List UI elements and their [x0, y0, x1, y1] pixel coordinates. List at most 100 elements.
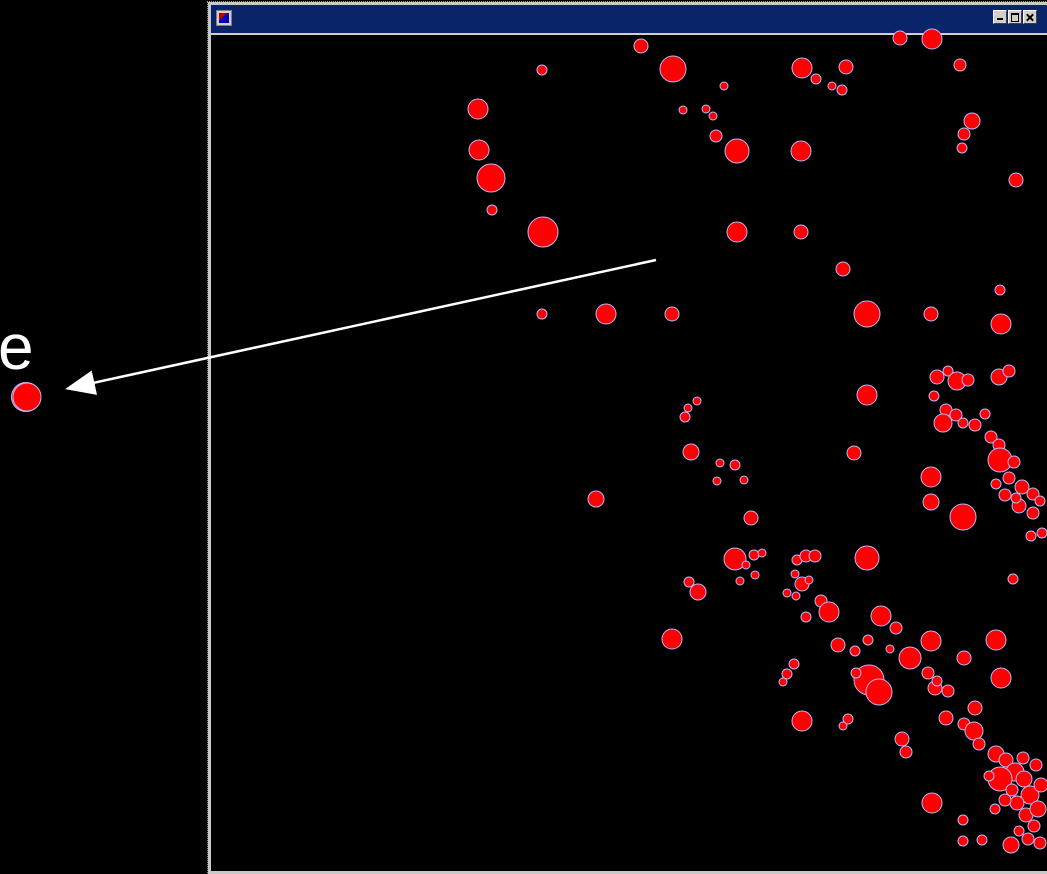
- scatter-point: [793, 224, 809, 240]
- scatter-point: [709, 129, 723, 143]
- scatter-point: [743, 510, 759, 526]
- scatter-point: [836, 84, 848, 96]
- scatter-point: [961, 373, 975, 387]
- scatter-point: [985, 629, 1007, 651]
- scatter-point: [953, 58, 967, 72]
- minimize-icon[interactable]: [993, 10, 1007, 24]
- scatter-point: [1002, 364, 1016, 378]
- scatter-point: [990, 478, 1002, 490]
- scatter-point: [1033, 836, 1047, 850]
- scatter-point: [957, 127, 971, 141]
- scatter-point: [791, 710, 813, 732]
- scatter-point: [922, 493, 940, 511]
- scatter-point: [12, 382, 42, 412]
- scatter-point: [692, 396, 702, 406]
- scatter-point: [1008, 172, 1024, 188]
- scatter-point: [862, 634, 874, 646]
- scatter-point: [920, 630, 942, 652]
- scatter-point: [1013, 825, 1025, 837]
- scatter-point: [838, 721, 848, 731]
- scatter-point: [956, 142, 968, 154]
- scatter-point: [856, 384, 878, 406]
- scatter-point: [990, 313, 1012, 335]
- scatter-point: [989, 803, 1001, 815]
- scatter-point: [1005, 783, 1019, 797]
- scatter-point: [967, 700, 983, 716]
- scatter-point: [956, 650, 972, 666]
- scatter-point: [830, 637, 846, 653]
- scatter-point: [931, 675, 943, 687]
- app-icon[interactable]: [216, 10, 232, 26]
- scatter-point: [701, 104, 711, 114]
- scatter-point: [941, 684, 955, 698]
- window-titlebar[interactable]: [211, 5, 1047, 35]
- scatter-point: [850, 667, 862, 679]
- scatter-point: [1002, 471, 1016, 485]
- scatter-point: [748, 549, 760, 561]
- scatter-point: [1021, 832, 1035, 846]
- scatter-point: [957, 814, 969, 826]
- scatter-point: [587, 490, 605, 508]
- scatter-point: [964, 721, 984, 741]
- point-cloud: [12, 28, 1047, 854]
- scatter-point: [870, 605, 892, 627]
- scatter-point: [923, 306, 939, 322]
- scatter-point: [1029, 758, 1043, 772]
- scatter-point: [853, 300, 881, 328]
- scatter-point: [933, 413, 953, 433]
- maximize-icon[interactable]: [1008, 10, 1022, 24]
- scatter-point: [949, 503, 977, 531]
- scatter-point: [998, 793, 1012, 807]
- scatter-point: [1014, 479, 1030, 495]
- scatter-point: [679, 411, 691, 423]
- scatter-point: [486, 204, 498, 216]
- scatter-point: [849, 645, 861, 657]
- scatter-point: [715, 458, 725, 468]
- scatter-point: [1016, 751, 1030, 765]
- scatter-point: [1015, 770, 1033, 788]
- scatter-point: [1007, 573, 1019, 585]
- scatter-point: [791, 591, 801, 601]
- scatter-point: [808, 549, 822, 563]
- scatter-point: [921, 666, 935, 680]
- scatter-point: [949, 408, 963, 422]
- scatter-point: [928, 390, 940, 402]
- scatter-point: [1027, 819, 1041, 833]
- scatter-point: [1025, 530, 1037, 542]
- scatter-point: [723, 547, 747, 571]
- scatter-point: [724, 138, 750, 164]
- scatter-point: [1036, 527, 1047, 539]
- scatter-point: [1007, 455, 1021, 469]
- scatter-point: [957, 835, 969, 847]
- scatter-point: [476, 163, 506, 193]
- scatter-point: [818, 601, 840, 623]
- scatter-point: [750, 570, 760, 580]
- scatter-point: [892, 30, 908, 46]
- scatter-point: [1026, 506, 1040, 520]
- scatter-point: [1010, 492, 1022, 504]
- scatter-point: [791, 57, 813, 79]
- scatter-point: [865, 678, 893, 706]
- scatter-point: [885, 644, 895, 654]
- scatter-point: [708, 111, 718, 121]
- scatter-point: [1020, 785, 1040, 805]
- scatter-window[interactable]: [207, 1, 1047, 874]
- scatter-point: [468, 139, 490, 161]
- scatter-point: [1033, 777, 1047, 793]
- scatter-point: [790, 569, 800, 579]
- scatter-point: [968, 418, 982, 432]
- scatter-point: [712, 476, 722, 486]
- scatter-point: [983, 770, 995, 782]
- scatter-point: [920, 466, 942, 488]
- scatter-point: [979, 408, 991, 420]
- scatter-point: [957, 417, 969, 429]
- scatter-point: [854, 545, 880, 571]
- scatter-point: [827, 81, 837, 91]
- scatter-point: [899, 745, 913, 759]
- partial-label-text: e: [0, 311, 34, 383]
- scatter-point: [810, 73, 822, 85]
- scatter-point: [984, 430, 998, 444]
- scatter-point: [726, 221, 748, 243]
- close-icon[interactable]: [1023, 10, 1037, 24]
- scatter-point: [689, 583, 707, 601]
